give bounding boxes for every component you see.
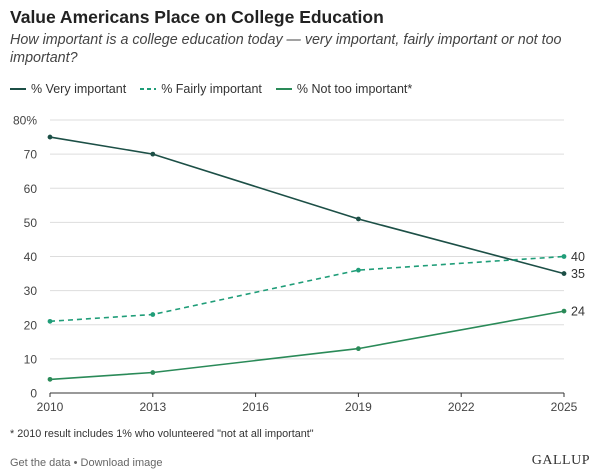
end-label-very: 35 (571, 267, 585, 281)
chart-footnote: * 2010 result includes 1% who volunteere… (10, 428, 314, 440)
y-tick-label: 50 (24, 216, 38, 230)
y-tick-label: 40 (24, 250, 38, 264)
data-point-fairly (561, 254, 567, 259)
y-tick-label: 30 (24, 284, 38, 298)
y-tick-label: 70 (24, 148, 38, 162)
chart-subtitle: How important is a college education tod… (10, 32, 562, 66)
legend-label-not-too-important: % Not too important* (296, 82, 413, 96)
y-tick-label: 0 (30, 387, 37, 401)
legend-item-not-too-important[interactable]: % Not too important* (275, 82, 413, 96)
data-point-fairly (150, 312, 156, 317)
legend-item-very-important[interactable]: % Very important (10, 82, 126, 96)
gallup-logo: GALLUP (531, 453, 590, 468)
legend-swatch-dashed-icon (140, 88, 157, 90)
y-tick-label: 20 (24, 318, 38, 332)
data-point-not_too (150, 370, 156, 375)
data-point-fairly (47, 318, 53, 324)
end-label-fairly: 40 (571, 250, 585, 264)
download-image-link[interactable]: Download image (80, 457, 163, 469)
series-line-fairly (49, 255, 565, 323)
x-tick-label: 2019 (345, 400, 372, 414)
series-line-very (49, 136, 565, 275)
x-tick-label: 2025 (551, 400, 578, 414)
y-tick-label: 80% (13, 114, 37, 128)
data-point-fairly (356, 267, 361, 273)
x-tick-label: 2022 (448, 400, 475, 414)
data-point-very (47, 134, 53, 140)
y-tick-label: 10 (24, 352, 38, 366)
data-point-not_too (47, 376, 53, 382)
chart-title: Value Americans Place on College Educati… (10, 7, 384, 27)
link-separator: • (73, 457, 78, 469)
data-point-very (356, 216, 361, 222)
data-point-not_too (356, 346, 361, 352)
data-point-not_too (561, 308, 567, 314)
series-line-not_too (49, 310, 565, 381)
legend-swatch-solid-icon (275, 88, 292, 90)
legend-item-fairly-important[interactable]: % Fairly important (140, 82, 262, 96)
end-label-not_too: 24 (571, 305, 585, 319)
line-chart: 0 10 20 30 40 50 60 70 80% 2010 2013 2016 2019 2022 20… (13, 114, 585, 415)
x-tick-label: 2016 (242, 400, 269, 414)
legend-label-fairly-important: % Fairly important (161, 82, 262, 96)
x-tick-label: 2010 (37, 400, 64, 414)
get-data-link[interactable]: Get the data (10, 457, 71, 469)
y-tick-label: 60 (24, 182, 38, 196)
chart-legend: % Very important % Fairly important % No… (10, 82, 426, 96)
legend-label-very-important: % Very important (31, 82, 127, 96)
data-point-very (150, 151, 156, 157)
legend-swatch-solid-icon (10, 88, 26, 90)
x-tick-label: 2013 (139, 400, 166, 414)
data-point-very (561, 271, 567, 276)
footer-links: Get the data • Download image (10, 457, 162, 469)
